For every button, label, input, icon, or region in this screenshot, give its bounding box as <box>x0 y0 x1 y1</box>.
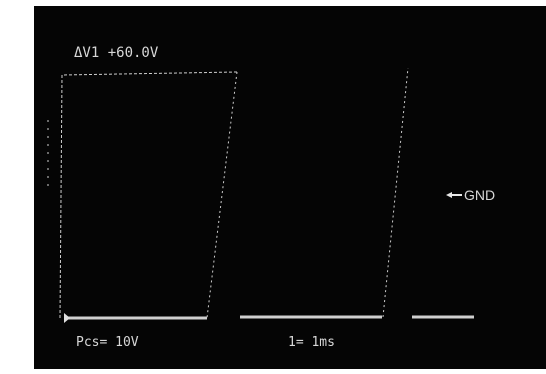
oscilloscope-screen: ΔV1 +60.0V GND Pcs= 10V 1= 1ms <box>0 0 546 369</box>
delta-voltage-readout: ΔV1 +60.0V <box>74 45 159 61</box>
time-per-div: 1= 1ms <box>288 335 335 350</box>
ground-label: GND <box>464 187 495 203</box>
volts-per-div: Pcs= 10V <box>76 335 139 350</box>
